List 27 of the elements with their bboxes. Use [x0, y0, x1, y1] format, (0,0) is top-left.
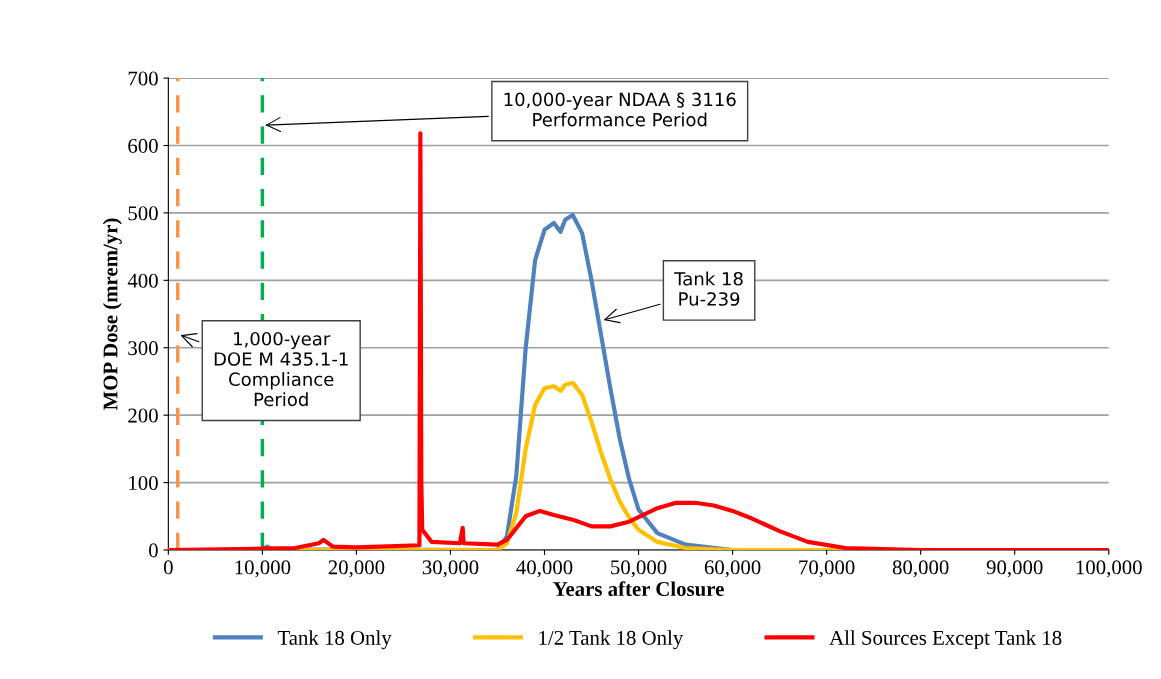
x-axis-title: Years after Closure: [553, 581, 724, 597]
legend-label: All Sources Except Tank 18: [829, 630, 1062, 650]
y-tick-label: 100: [129, 475, 158, 491]
y-axis-title: MOP Dose (mrem/yr): [102, 218, 122, 411]
x-tick-label: 60,000: [704, 560, 761, 578]
y-tick-label: 700: [128, 71, 158, 86]
annotation: 10,000-year NDAA § 3116 Performance Period: [504, 92, 736, 127]
y-tick-label: 300: [128, 341, 158, 356]
x-tick-label: 30,000: [422, 560, 479, 578]
x-tick-label: 70,000: [799, 560, 855, 578]
y-tick-label: 200: [128, 408, 158, 423]
x-tick-label: 100,000: [1076, 560, 1142, 578]
x-tick-label: 0: [163, 560, 173, 575]
legend-label: Tank 18 Only: [277, 630, 392, 650]
x-tick-label: 20,000: [328, 560, 385, 578]
x-tick-label: 90,000: [986, 560, 1043, 578]
x-tick-label: 40,000: [516, 560, 573, 578]
annotation: Tank 18 Pu-239: [674, 271, 743, 306]
x-tick-label: 80,000: [892, 560, 949, 578]
y-tick-label: 400: [127, 273, 158, 288]
x-tick-label: 50,000: [611, 560, 667, 578]
y-tick-label: 0: [149, 543, 158, 558]
y-tick-label: 500: [128, 206, 158, 221]
y-tick-label: 600: [128, 138, 158, 153]
x-tick-label: 10,000: [235, 560, 291, 578]
annotation: 1,000-year DOE M 435.1-1 Compliance Period: [214, 331, 348, 407]
legend-label: 1/2 Tank 18 Only: [539, 630, 684, 650]
